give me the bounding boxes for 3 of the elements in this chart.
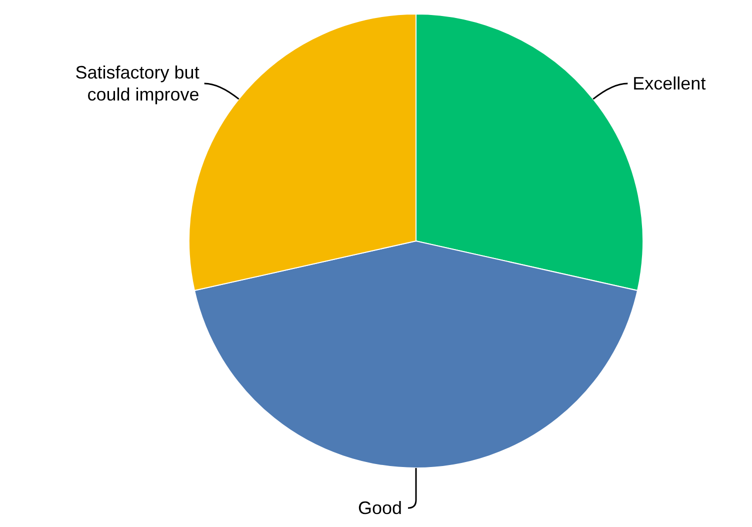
slice-label: Excellent xyxy=(632,73,706,94)
slice-label: Satisfactory but could improve xyxy=(75,62,200,104)
slice-label: Good xyxy=(358,498,402,518)
